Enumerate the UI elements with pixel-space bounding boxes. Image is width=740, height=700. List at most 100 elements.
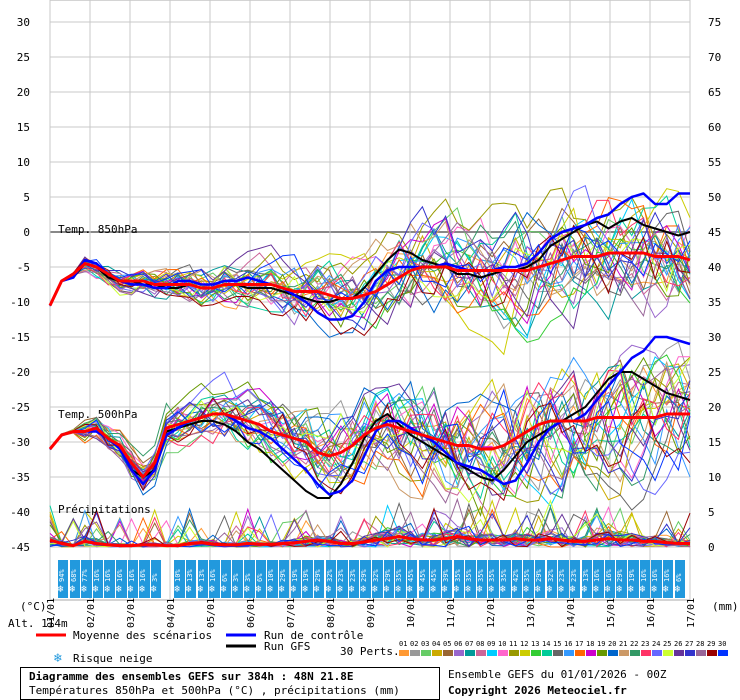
snowflake-icon: ❄	[313, 584, 320, 595]
x-tick-label: 08/01	[326, 598, 337, 628]
y-tick-right: 45	[708, 226, 721, 239]
y-tick-left: 15	[17, 121, 30, 134]
snowflake-icon: ❄	[116, 584, 123, 595]
member-color-legend: 01 02 03 04 05 06 07 08 09 10 11 12 13 14 15 16 17 18 19 20…	[399, 640, 728, 656]
snow-risk-value: 29%	[616, 569, 625, 582]
snowflake-icon: ❄	[53, 651, 62, 666]
snowflake-icon: ❄	[220, 584, 227, 595]
y-axis-labels: 302520151050-5-10-15-20-25-30-35-40-4575…	[10, 16, 721, 554]
member-number: 13	[531, 640, 539, 648]
snow-risk-cell: 16% ❄	[127, 560, 139, 598]
snowflake-icon: ❄	[604, 584, 611, 595]
member-850-line	[49, 197, 691, 317]
snowflake-icon: ❄	[511, 584, 518, 595]
member-swatch	[641, 650, 651, 656]
member-number: 23	[641, 640, 649, 648]
snow-risk-value: 35%	[465, 569, 474, 582]
y-tick-left: 25	[17, 51, 30, 64]
snowflake-icon: ❄	[57, 584, 64, 595]
snow-risk-value: 6%	[674, 573, 683, 582]
snow-risk-value: 16%	[104, 569, 113, 582]
snowflake-icon: ❄	[383, 584, 390, 595]
snow-risk-value: 16%	[639, 569, 648, 582]
snowflake-icon: ❄	[430, 584, 437, 595]
snow-risk-cell: 35% ❄	[523, 560, 534, 598]
legend-control: Run de contrôle	[264, 629, 363, 642]
snow-risk-cell: 16% ❄	[662, 560, 674, 598]
x-tick-label: 10/01	[406, 598, 417, 628]
member-swatch	[597, 650, 607, 656]
y-tick-right: 40	[708, 261, 721, 274]
snowflake-icon: ❄	[104, 584, 111, 595]
snow-risk-value: 39%	[441, 569, 450, 582]
snowflake-icon: ❄	[185, 584, 192, 595]
snowflake-icon: ❄	[139, 584, 146, 595]
snow-risk-value: 35%	[523, 569, 532, 582]
member-number: 01	[399, 640, 407, 648]
snow-risk-value: 3%	[150, 573, 159, 582]
legend-snow: Risque neige	[73, 652, 152, 665]
snow-risk-cell: 13% ❄	[185, 560, 197, 598]
snow-risk-cell: 6% ❄	[674, 560, 686, 598]
snow-risk-cell: 10% ❄	[174, 560, 185, 598]
snowflake-icon: ❄	[244, 584, 251, 595]
snow-risk-value: 68%	[69, 569, 78, 582]
member-number: 20	[608, 640, 616, 648]
snowflake-icon: ❄	[523, 584, 530, 595]
snow-risk-cell: 45% ❄	[430, 560, 441, 598]
snowflake-icon: ❄	[662, 584, 669, 595]
y-tick-right: 60	[708, 121, 721, 134]
member-number: 05	[443, 640, 451, 648]
y-tick-right: 15	[708, 436, 721, 449]
snow-risk-cell: 39% ❄	[441, 560, 453, 598]
member-850-line	[49, 224, 691, 337]
snowflake-icon: ❄	[150, 584, 157, 595]
snowflake-icon: ❄	[651, 584, 658, 595]
mean-precip-line	[49, 535, 690, 548]
snow-risk-cell: 77% ❄	[81, 560, 92, 598]
snow-risk-cell: 35% ❄	[395, 560, 406, 598]
x-tick-label: 17/01	[686, 598, 697, 628]
right-unit: (mm)	[712, 600, 739, 613]
member-850-line	[49, 218, 691, 330]
snow-risk-value: 16%	[209, 569, 218, 582]
x-tick-label: 14/01	[566, 598, 577, 628]
y-tick-left: 0	[23, 226, 30, 239]
member-number: 12	[520, 640, 528, 648]
control-500-line	[49, 335, 691, 496]
member-swatch	[520, 650, 530, 656]
x-tick-label: 02/01	[86, 598, 97, 628]
snow-risk-value: 16%	[593, 569, 602, 582]
snowflake-icon: ❄	[546, 584, 553, 595]
member-swatch	[432, 650, 442, 656]
snow-risk-cell: 3% ❄	[232, 560, 243, 598]
member-number: 09	[487, 640, 495, 648]
x-tick-label: 11/01	[446, 598, 457, 628]
member-number: 28	[696, 640, 704, 648]
y-tick-left: -5	[17, 261, 30, 274]
member-swatch	[608, 650, 618, 656]
member-swatch	[487, 650, 497, 656]
snow-risk-cell: 29% ❄	[360, 560, 371, 598]
member-swatch	[476, 650, 486, 656]
snowflake-icon: ❄	[197, 584, 204, 595]
snowflake-icon: ❄	[360, 584, 367, 595]
y-tick-right: 75	[708, 16, 721, 29]
y-tick-right: 25	[708, 366, 721, 379]
snow-risk-value: 16%	[92, 569, 101, 582]
x-tick-label: 05/01	[206, 598, 217, 628]
snowflake-icon: ❄	[267, 584, 274, 595]
snow-risk-cell: 16% ❄	[593, 560, 604, 598]
copyright: Copyright 2026 Meteociel.fr	[448, 684, 627, 697]
snow-risk-value: 23%	[569, 569, 578, 582]
snowflake-icon: ❄	[127, 584, 134, 595]
snowflake-icon: ❄	[453, 584, 460, 595]
snow-risk-cell: 32% ❄	[325, 560, 337, 598]
y-tick-right: 20	[708, 401, 721, 414]
x-tick-label: 16/01	[646, 598, 657, 628]
member-number: 06	[454, 640, 462, 648]
snow-risk-value: 16%	[139, 569, 148, 582]
snow-risk-cell: 16% ❄	[104, 560, 115, 598]
snowflake-icon: ❄	[581, 584, 588, 595]
snow-risk-value: 35%	[453, 569, 462, 582]
